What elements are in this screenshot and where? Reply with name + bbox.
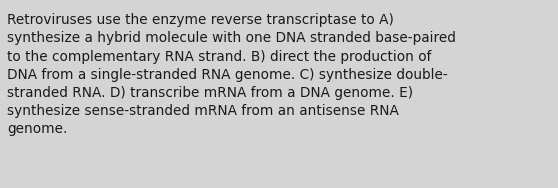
Text: Retroviruses use the enzyme reverse transcriptase to A)
synthesize a hybrid mole: Retroviruses use the enzyme reverse tran… xyxy=(7,13,456,136)
